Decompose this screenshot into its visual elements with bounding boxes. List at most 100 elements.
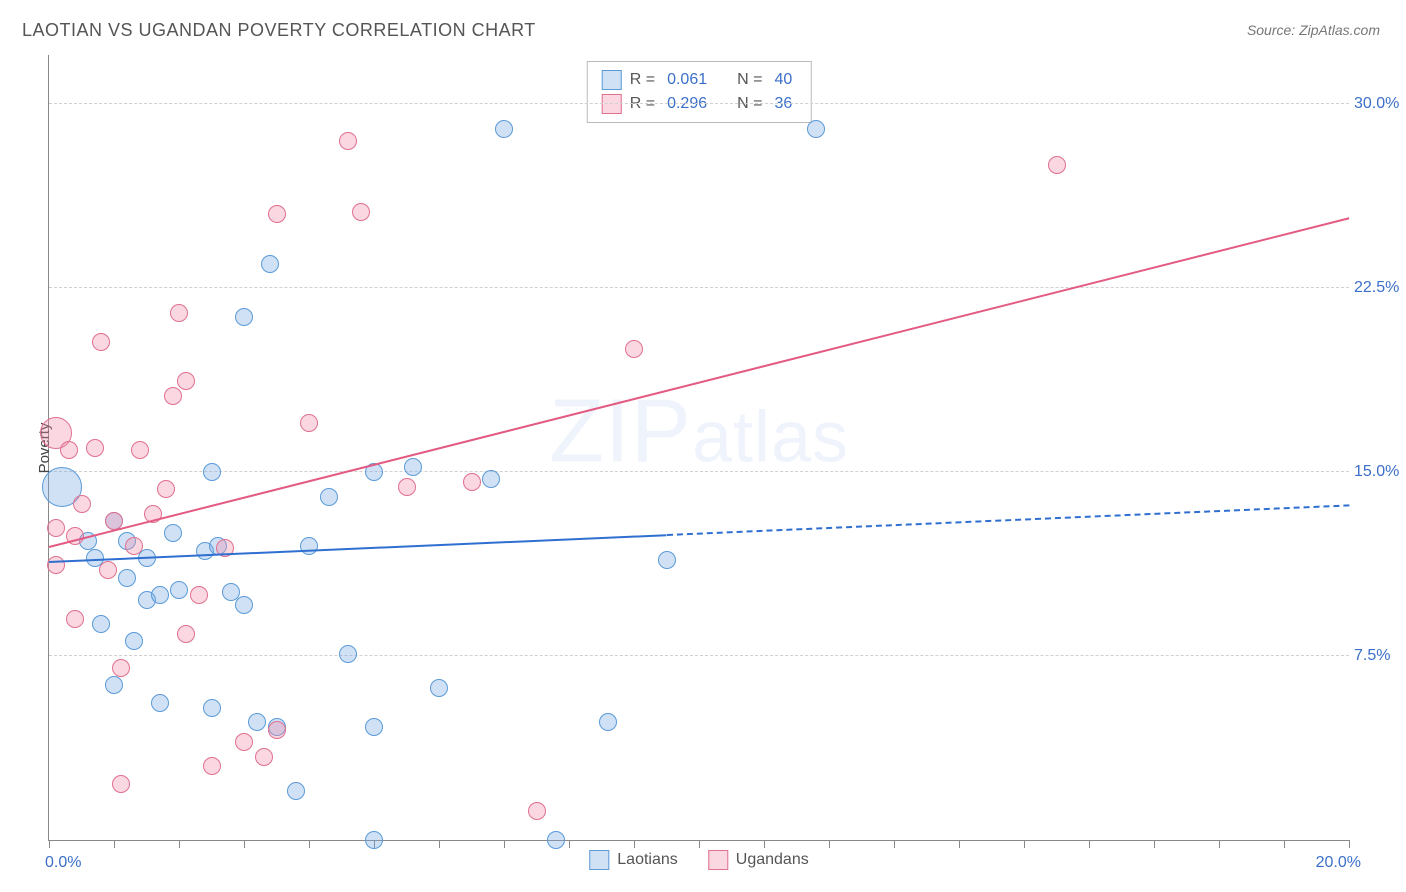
x-tick (504, 840, 505, 848)
correlation-legend: R =0.061N =40R =0.296N =36 (587, 61, 812, 123)
data-point (528, 802, 546, 820)
data-point (203, 463, 221, 481)
data-point (352, 203, 370, 221)
y-tick-label: 7.5% (1354, 647, 1406, 665)
data-point (547, 831, 565, 849)
data-point (190, 586, 208, 604)
data-point (60, 441, 78, 459)
legend-swatch (602, 70, 622, 90)
data-point (482, 470, 500, 488)
data-point (112, 775, 130, 793)
data-point (66, 610, 84, 628)
data-point (300, 414, 318, 432)
data-point (261, 255, 279, 273)
data-point (430, 679, 448, 697)
data-point (177, 372, 195, 390)
gridline (49, 103, 1349, 104)
series-legend-label: Laotians (617, 851, 678, 869)
data-point (807, 120, 825, 138)
data-point (92, 333, 110, 351)
legend-n-value: 40 (774, 68, 792, 92)
legend-swatch (589, 850, 609, 870)
trend-line (49, 217, 1349, 548)
x-tick (569, 840, 570, 848)
data-point (125, 537, 143, 555)
source-label: Source: ZipAtlas.com (1247, 22, 1380, 38)
watermark: ZIPatlas (549, 380, 849, 483)
data-point (268, 721, 286, 739)
data-point (495, 120, 513, 138)
data-point (463, 473, 481, 491)
x-tick (699, 840, 700, 848)
legend-row: R = 0.061 N = 40 (602, 68, 797, 92)
x-tick (1349, 840, 1350, 848)
x-tick (894, 840, 895, 848)
data-point (170, 581, 188, 599)
x-tick (114, 840, 115, 848)
data-point (151, 694, 169, 712)
data-point (248, 713, 266, 731)
x-tick (1219, 840, 1220, 848)
data-point (112, 659, 130, 677)
data-point (86, 439, 104, 457)
data-point (365, 831, 383, 849)
legend-r-value: 0.061 (667, 68, 707, 92)
data-point (235, 733, 253, 751)
data-point (105, 676, 123, 694)
legend-r-label: R = (630, 68, 655, 92)
y-tick-label: 30.0% (1354, 95, 1406, 113)
x-tick (764, 840, 765, 848)
data-point (339, 645, 357, 663)
legend-n-label: N = (737, 68, 762, 92)
chart-title: LAOTIAN VS UGANDAN POVERTY CORRELATION C… (22, 20, 536, 41)
data-point (151, 586, 169, 604)
x-tick (49, 840, 50, 848)
data-point (164, 387, 182, 405)
data-point (47, 556, 65, 574)
x-axis-min-label: 0.0% (45, 854, 81, 872)
data-point (287, 782, 305, 800)
series-legend-label: Ugandans (736, 851, 809, 869)
data-point (339, 132, 357, 150)
data-point (658, 551, 676, 569)
series-legend-item: Ugandans (708, 850, 809, 870)
data-point (599, 713, 617, 731)
x-tick (309, 840, 310, 848)
plot-area: Poverty ZIPatlas R =0.061N =40R =0.296N … (48, 55, 1349, 841)
data-point (320, 488, 338, 506)
data-point (1048, 156, 1066, 174)
series-legend-item: Laotians (589, 850, 678, 870)
data-point (255, 748, 273, 766)
data-point (118, 569, 136, 587)
legend-swatch (708, 850, 728, 870)
x-tick (1024, 840, 1025, 848)
series-legend: Laotians Ugandans (589, 850, 808, 870)
x-tick (1284, 840, 1285, 848)
data-point (73, 495, 91, 513)
data-point (47, 519, 65, 537)
x-axis-max-label: 20.0% (1316, 854, 1361, 872)
data-point (92, 615, 110, 633)
x-tick (439, 840, 440, 848)
data-point (625, 340, 643, 358)
data-point (125, 632, 143, 650)
data-point (170, 304, 188, 322)
y-tick-label: 22.5% (1354, 279, 1406, 297)
data-point (203, 757, 221, 775)
data-point (235, 596, 253, 614)
x-tick (634, 840, 635, 848)
data-point (203, 699, 221, 717)
x-tick (1154, 840, 1155, 848)
data-point (157, 480, 175, 498)
gridline (49, 287, 1349, 288)
x-tick (959, 840, 960, 848)
data-point (164, 524, 182, 542)
data-point (268, 205, 286, 223)
data-point (235, 308, 253, 326)
x-tick (179, 840, 180, 848)
data-point (177, 625, 195, 643)
x-tick (1089, 840, 1090, 848)
data-point (365, 718, 383, 736)
data-point (404, 458, 422, 476)
data-point (398, 478, 416, 496)
